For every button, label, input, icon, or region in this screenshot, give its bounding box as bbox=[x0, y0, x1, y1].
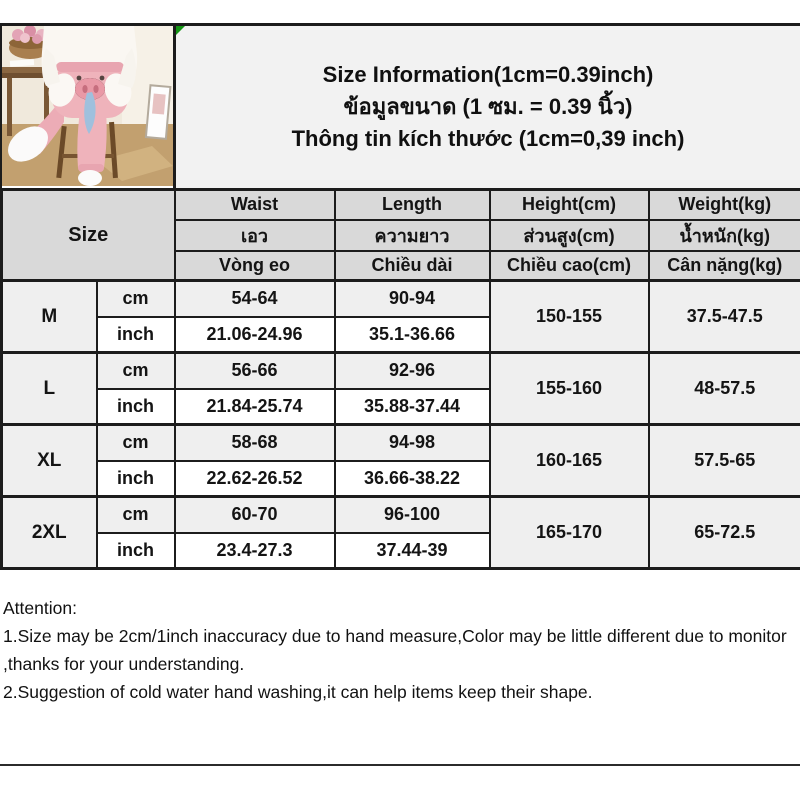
unit-inch-label: inch bbox=[95, 387, 176, 426]
attention-note-2: 2.Suggestion of cold water hand washing,… bbox=[3, 682, 593, 702]
2xl-waist-inch: 23.4-27.3 bbox=[173, 531, 336, 570]
pig-eye-right bbox=[99, 75, 105, 81]
2xl-height: 165-170 bbox=[488, 495, 650, 570]
pig-face-pants-seat bbox=[48, 62, 132, 134]
m-waist-cm: 54-64 bbox=[173, 279, 336, 318]
m-length-cm: 90-94 bbox=[333, 279, 491, 318]
table-row: inch 21.84-25.74 35.88-37.44 bbox=[2, 387, 800, 426]
attention-heading: Attention: bbox=[3, 598, 77, 618]
waist-header-en: Waist bbox=[173, 188, 336, 221]
title-thai: ข้อมูลขนาด (1 ซม. = 0.39 นิ้ว) bbox=[343, 94, 633, 119]
l-weight: 48-57.5 bbox=[647, 351, 800, 426]
unit-cm-label: cm bbox=[95, 495, 176, 534]
pig-snout bbox=[75, 78, 105, 100]
table-row: 2XL cm 60-70 96-100 165-170 65-72.5 bbox=[0, 495, 800, 570]
xl-length-inch: 36.66-38.22 bbox=[333, 459, 491, 498]
pig-eye-left bbox=[76, 75, 82, 81]
bottom-divider-line bbox=[0, 764, 800, 766]
attention-notes: Attention: 1.Size may be 2cm/1inch inacc… bbox=[3, 594, 798, 706]
weight-header-th: น้ำหนัก(kg) bbox=[647, 218, 800, 252]
waist-header-vi: Vòng eo bbox=[173, 249, 336, 282]
table-row: XL cm 58-68 94-98 160-165 57.5-65 bbox=[0, 423, 800, 498]
unit-inch-label: inch bbox=[95, 459, 176, 498]
unit-inch-label: inch bbox=[95, 315, 176, 354]
title-english: Size Information(1cm=0.39inch) bbox=[322, 62, 654, 87]
m-height: 150-155 bbox=[488, 279, 650, 354]
weight-header-vi: Cân nặng(kg) bbox=[647, 249, 800, 282]
wooden-desk bbox=[2, 59, 54, 136]
attention-note-1: 1.Size may be 2cm/1inch inaccuracy due t… bbox=[3, 626, 787, 674]
waist-header-th: เอว bbox=[173, 218, 336, 252]
header-row-thai: เอว ความยาว ส่วนสูง(cm) น้ำหนัก(kg) bbox=[2, 218, 800, 252]
title-vietnamese: Thông tin kích thước (1cm=0,39 inch) bbox=[291, 126, 685, 151]
size-table: Size Waist Length Height(cm) Weight(kg) … bbox=[0, 188, 800, 570]
l-length-cm: 92-96 bbox=[333, 351, 491, 390]
height-header-th: ส่วนสูง(cm) bbox=[488, 218, 650, 252]
xl-waist-cm: 58-68 bbox=[173, 423, 336, 462]
l-waist-cm: 56-66 bbox=[173, 351, 336, 390]
header-row-vietnamese: Vòng eo Chiều dài Chiều cao(cm) Cân nặng… bbox=[2, 249, 800, 282]
table-row: inch 22.62-26.52 36.66-38.22 bbox=[2, 459, 800, 498]
photo-title-divider-line bbox=[173, 23, 176, 188]
white-top bbox=[41, 26, 138, 88]
xl-length-cm: 94-98 bbox=[333, 423, 491, 462]
table-row: L cm 56-66 92-96 155-160 48-57.5 bbox=[0, 351, 800, 426]
unit-cm-label: cm bbox=[95, 351, 176, 390]
weight-header-en: Weight(kg) bbox=[647, 188, 800, 221]
table-row: inch 21.06-24.96 35.1-36.66 bbox=[2, 315, 800, 354]
size-xl-cell: XL bbox=[0, 423, 98, 498]
length-header-en: Length bbox=[333, 188, 491, 221]
left-border-line bbox=[0, 23, 2, 188]
m-waist-inch: 21.06-24.96 bbox=[173, 315, 336, 354]
size-2xl-cell: 2XL bbox=[0, 495, 98, 570]
2xl-weight: 65-72.5 bbox=[647, 495, 800, 570]
length-header-vi: Chiều dài bbox=[333, 249, 491, 282]
size-header-cell: Size bbox=[0, 188, 176, 282]
unit-cm-label: cm bbox=[95, 423, 176, 462]
length-header-th: ความยาว bbox=[333, 218, 491, 252]
top-divider-line bbox=[0, 23, 800, 26]
blue-drool-patch bbox=[84, 92, 96, 134]
m-length-inch: 35.1-36.66 bbox=[333, 315, 491, 354]
unit-cm-label: cm bbox=[95, 279, 176, 318]
xl-waist-inch: 22.62-26.52 bbox=[173, 459, 336, 498]
standing-leg bbox=[77, 111, 107, 168]
table-row: M cm 54-64 90-94 150-155 37.5-47.5 bbox=[0, 279, 800, 354]
header-row-english: Size Waist Length Height(cm) Weight(kg) bbox=[0, 188, 800, 282]
2xl-length-inch: 37.44-39 bbox=[333, 531, 491, 570]
height-header-vi: Chiều cao(cm) bbox=[488, 249, 650, 282]
title-block: Size Information(1cm=0.39inch) ข้อมูลขนา… bbox=[176, 26, 800, 188]
l-length-inch: 35.88-37.44 bbox=[333, 387, 491, 426]
size-m-cell: M bbox=[0, 279, 98, 354]
flower-basket bbox=[9, 26, 51, 59]
m-weight: 37.5-47.5 bbox=[647, 279, 800, 354]
product-photo bbox=[2, 26, 173, 186]
l-height: 155-160 bbox=[488, 351, 650, 426]
picture-frame bbox=[144, 84, 172, 140]
product-photo-illustration bbox=[2, 26, 173, 186]
xl-weight: 57.5-65 bbox=[647, 423, 800, 498]
2xl-length-cm: 96-100 bbox=[333, 495, 491, 534]
model bbox=[8, 26, 138, 186]
size-l-cell: L bbox=[0, 351, 98, 426]
white-sock bbox=[8, 126, 48, 162]
height-header-en: Height(cm) bbox=[488, 188, 650, 221]
excel-corner-marker-icon bbox=[176, 26, 185, 35]
unit-inch-label: inch bbox=[95, 531, 176, 570]
table-row: inch 23.4-27.3 37.44-39 bbox=[2, 531, 800, 570]
xl-height: 160-165 bbox=[488, 423, 650, 498]
waistband bbox=[56, 62, 124, 72]
l-waist-inch: 21.84-25.74 bbox=[173, 387, 336, 426]
2xl-waist-cm: 60-70 bbox=[173, 495, 336, 534]
